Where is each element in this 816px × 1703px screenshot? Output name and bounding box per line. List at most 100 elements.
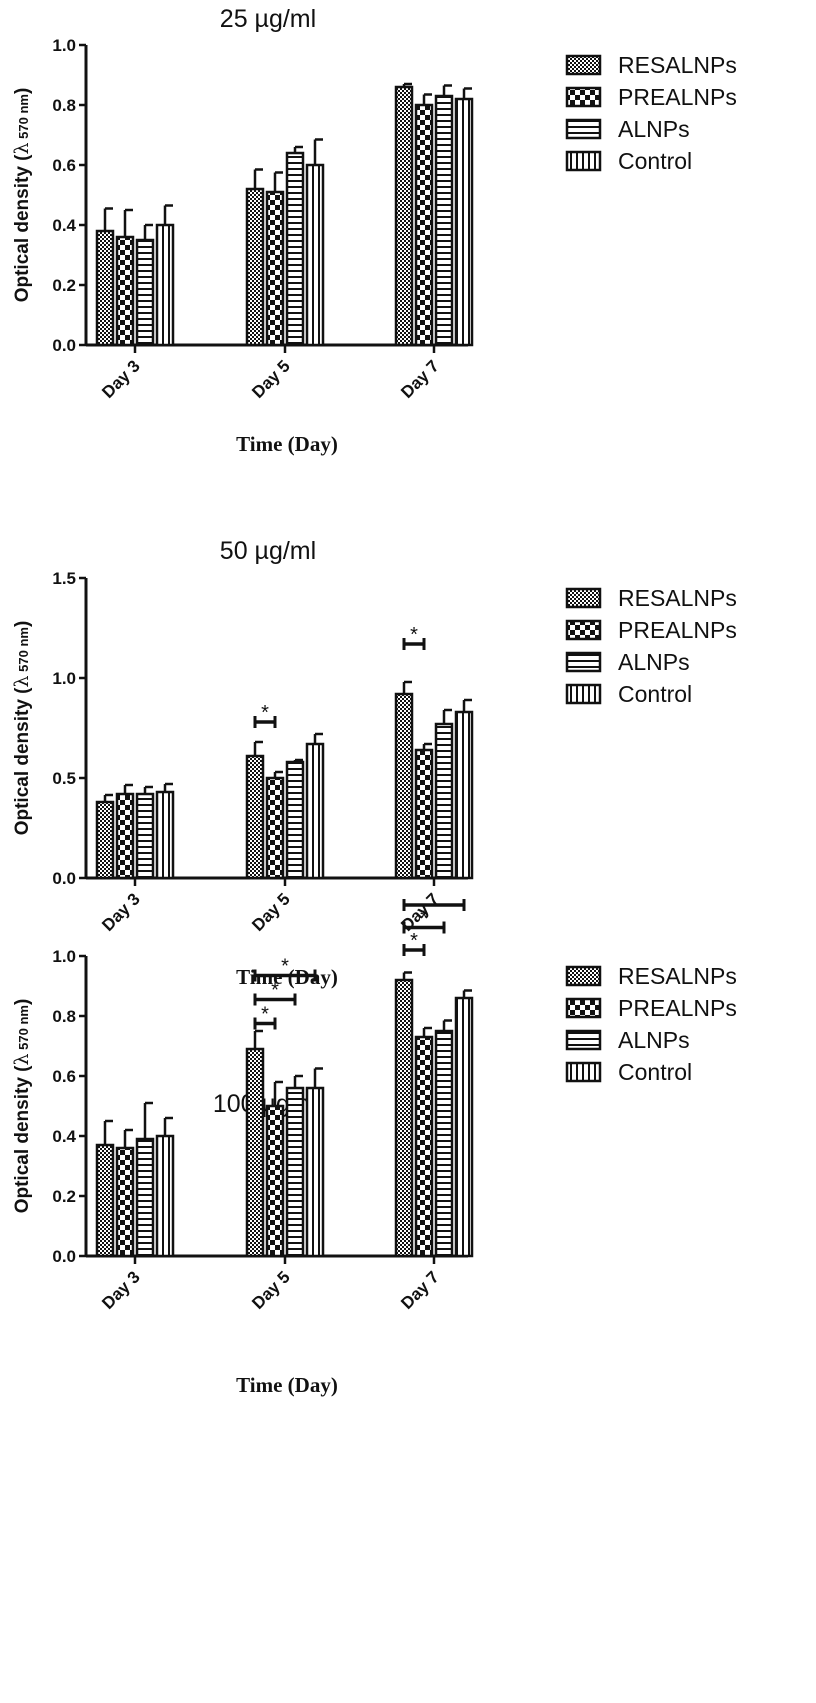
legend-swatch (565, 86, 602, 108)
y-axis-label-lambda: λ (11, 142, 33, 154)
bar (414, 748, 434, 880)
legend-swatch (565, 1029, 602, 1051)
y-tick-label: 0.6 (52, 156, 76, 175)
bar (454, 996, 474, 1258)
bar (265, 1104, 285, 1258)
legend-swatch (565, 587, 602, 609)
bar (305, 163, 325, 347)
legend-label: RESALNPs (618, 963, 737, 989)
legend-label: Control (618, 1059, 692, 1085)
legend-label: PREALNPs (618, 995, 737, 1021)
bar (265, 776, 285, 880)
significance-star: * (261, 702, 269, 724)
legend-swatch (565, 965, 602, 987)
legend-label: Control (618, 148, 692, 174)
bar (115, 1146, 135, 1258)
y-tick-label: 0.8 (52, 1007, 76, 1026)
chart-title: 25 µg/ml (220, 5, 316, 33)
y-axis-label-main: Optical density ( (12, 154, 33, 302)
legend-swatch (565, 1061, 602, 1083)
y-axis-label: Optical density (λ 570 nm) (11, 999, 33, 1214)
y-axis-label-main: Optical density ( (12, 687, 33, 835)
y-tick-label: 1.0 (52, 947, 76, 966)
bar (454, 710, 474, 880)
legend-label: ALNPs (618, 1027, 690, 1053)
bar (135, 1137, 155, 1258)
y-tick-label: 0.6 (52, 1067, 76, 1086)
x-tick-label: Day 7 (397, 1267, 443, 1313)
x-tick-label: Day 5 (248, 1267, 294, 1313)
y-axis-label-main: Optical density ( (12, 1065, 33, 1213)
legend-label: PREALNPs (618, 84, 737, 110)
y-tick-label: 0.2 (52, 1187, 76, 1206)
bar (135, 792, 155, 880)
bar (95, 800, 115, 880)
legend-swatch (565, 651, 602, 673)
x-tick-label: Day 3 (98, 889, 144, 935)
y-tick-label: 0.0 (52, 336, 76, 355)
legend-swatch (565, 118, 602, 140)
y-axis-label-close: ) (12, 999, 33, 1005)
bar (305, 742, 325, 880)
bar (394, 85, 414, 347)
y-tick-label: 0.5 (52, 769, 76, 788)
bar (285, 151, 305, 347)
y-axis-label-subscript: 570 nm (16, 1005, 31, 1053)
significance-star: * (261, 1004, 269, 1026)
significance-star: * (410, 930, 418, 952)
bar (305, 1086, 325, 1258)
legend-label: Control (618, 681, 692, 707)
legend-label: RESALNPs (618, 52, 737, 78)
y-axis-label-subscript: 570 nm (16, 627, 31, 675)
significance-star: * (420, 908, 428, 930)
y-axis-label-lambda: λ (11, 675, 33, 687)
legend-swatch (565, 683, 602, 705)
bar (155, 223, 175, 347)
y-tick-label: 1.0 (52, 669, 76, 688)
legend-swatch (565, 54, 602, 76)
bar (454, 97, 474, 347)
x-tick-label: Day 5 (248, 356, 294, 402)
bar (155, 790, 175, 880)
y-tick-label: 1.5 (52, 569, 76, 588)
chart-title: 50 µg/ml (220, 537, 316, 565)
x-tick-label: Day 7 (397, 356, 443, 402)
legend-swatch (565, 150, 602, 172)
y-tick-label: 1.0 (52, 36, 76, 55)
bar (115, 792, 135, 880)
bar (394, 692, 414, 880)
y-axis-label-close: ) (12, 621, 33, 627)
y-axis-label-subscript: 570 nm (16, 94, 31, 142)
bar (285, 1086, 305, 1258)
bar (265, 190, 285, 347)
legend-swatch (565, 619, 602, 641)
chart-0: 25 µg/ml 0.0 0.2 0.4 0.6 0.8 1.0 Day 3 Day 5 Day … (11, 5, 737, 456)
legend-label: RESALNPs (618, 585, 737, 611)
bar (135, 238, 155, 347)
bar (434, 1029, 454, 1258)
bar (434, 722, 454, 880)
y-axis-label-lambda: λ (11, 1053, 33, 1065)
bar (115, 235, 135, 347)
y-tick-label: 0.0 (52, 869, 76, 888)
bar (414, 1035, 434, 1258)
x-tick-label: Day 5 (248, 889, 294, 935)
y-tick-label: 0.8 (52, 96, 76, 115)
y-tick-label: 0.4 (52, 216, 76, 235)
significance-star: * (410, 624, 418, 646)
bar (245, 754, 265, 880)
significance-star: * (281, 956, 289, 978)
bar (285, 760, 305, 880)
legend-label: ALNPs (618, 649, 690, 675)
x-axis-label: Time (Day) (236, 1373, 338, 1397)
bar (245, 187, 265, 347)
y-axis-label: Optical density (λ 570 nm) (11, 88, 33, 303)
x-axis-label: Time (Day) (236, 432, 338, 456)
bar (245, 1047, 265, 1258)
x-tick-label: Day 3 (98, 356, 144, 402)
bar (95, 1143, 115, 1258)
y-axis-label: Optical density (λ 570 nm) (11, 621, 33, 836)
